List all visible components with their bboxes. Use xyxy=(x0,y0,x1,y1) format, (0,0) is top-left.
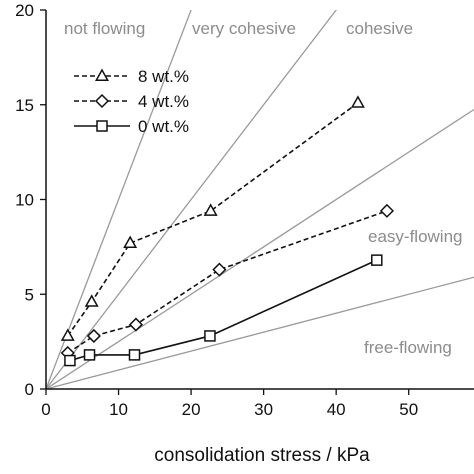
data-point-0-wt-3 xyxy=(128,349,141,361)
region-label-very-cohesive: very cohesive xyxy=(192,19,296,38)
y-tick-label-20: 20 xyxy=(15,1,34,20)
flow-region-labels: not flowing very cohesive cohesive easy-… xyxy=(64,19,463,357)
series-line-0-wt xyxy=(69,259,378,362)
legend-marker-4-wt xyxy=(94,93,110,109)
data-point-8-wt-5 xyxy=(350,95,365,108)
data-point-8-wt-4 xyxy=(203,203,218,216)
y-tick-label-10: 10 xyxy=(15,191,34,210)
legend-label-8-wt: 8 wt.% xyxy=(138,67,189,86)
y-tick-label-5: 5 xyxy=(25,285,34,304)
legend-label-0-wt: 0 wt.% xyxy=(138,117,189,136)
flow-region-boundaries xyxy=(46,10,474,389)
region-boundary-cohesive xyxy=(46,108,474,389)
x-tick-label-50: 50 xyxy=(399,400,418,419)
x-tick-label-40: 40 xyxy=(327,400,346,419)
data-point-0-wt-2 xyxy=(83,349,96,361)
y-axis-ticks: 0 5 10 15 20 xyxy=(15,1,46,399)
series-4-wt xyxy=(60,203,395,361)
legend-marker-0-wt xyxy=(96,120,108,132)
data-point-8-wt-1 xyxy=(60,328,75,341)
data-point-0-wt-1 xyxy=(64,354,76,367)
x-tick-label-20: 20 xyxy=(182,400,201,419)
data-point-4-wt-2 xyxy=(86,328,101,344)
x-axis-ticks: 0 10 20 30 40 50 xyxy=(41,389,418,419)
series-8-wt xyxy=(60,95,365,341)
region-label-free-flowing: free-flowing xyxy=(364,338,452,357)
data-point-0-wt-4 xyxy=(204,330,216,342)
series-line-4-wt xyxy=(67,210,388,354)
x-tick-label-30: 30 xyxy=(254,400,273,419)
series-line-8-wt xyxy=(67,102,359,337)
x-tick-label-10: 10 xyxy=(109,400,128,419)
y-tick-label-15: 15 xyxy=(15,96,34,115)
data-point-4-wt-5 xyxy=(379,203,395,218)
data-point-0-wt-5 xyxy=(371,254,383,266)
data-point-4-wt-4 xyxy=(212,262,227,277)
x-tick-label-0: 0 xyxy=(41,400,50,419)
data-series xyxy=(60,95,395,367)
region-label-not-flowing: not flowing xyxy=(64,19,145,38)
legend-marker-8-wt xyxy=(95,68,109,81)
legend: 8 wt.% 4 wt.% 0 wt.% xyxy=(74,67,189,136)
axes xyxy=(45,10,474,390)
x-axis-title: consolidation stress / kPa xyxy=(154,445,370,466)
region-label-easy-flowing: easy-flowing xyxy=(368,227,463,246)
region-label-cohesive: cohesive xyxy=(346,19,413,38)
data-point-4-wt-3 xyxy=(128,317,144,332)
series-0-wt xyxy=(64,254,383,367)
region-boundary-easy-flowing xyxy=(46,276,474,389)
data-point-8-wt-2 xyxy=(84,294,99,307)
y-tick-label-0: 0 xyxy=(25,380,34,399)
data-point-8-wt-3 xyxy=(123,235,138,249)
region-boundary-not-flowing xyxy=(46,10,192,389)
legend-label-4-wt: 4 wt.% xyxy=(138,92,189,111)
region-boundary-very-cohesive xyxy=(46,10,337,389)
